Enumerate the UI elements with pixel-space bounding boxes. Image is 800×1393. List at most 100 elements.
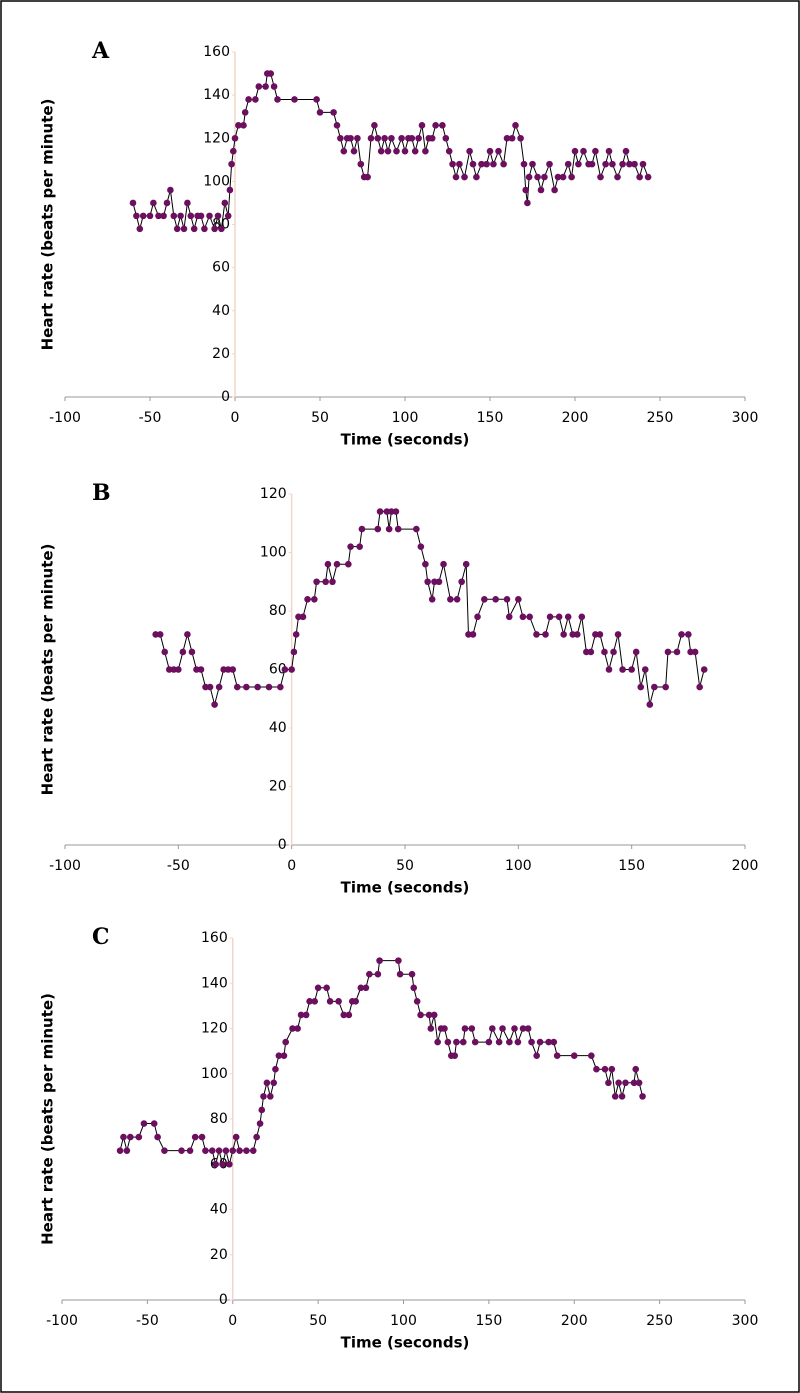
point [515,596,522,603]
point [253,1133,260,1141]
y-tick-label: 100 [201,1066,228,1082]
point [506,1038,513,1046]
point [546,160,553,168]
point [441,1025,448,1032]
point [632,1065,640,1073]
point [211,701,218,708]
point [601,1065,609,1073]
point [533,631,540,638]
point [601,648,608,656]
point [410,984,418,992]
point [644,173,652,181]
point [201,225,208,233]
point [215,1147,223,1154]
point [519,1025,527,1032]
x-tick-label: -100 [46,1313,78,1329]
x-tick-label: -50 [136,1313,159,1329]
point [415,134,422,142]
point [313,578,320,586]
point [129,199,137,207]
x-tick-label: -50 [167,858,190,874]
point [232,1133,240,1141]
point [550,1038,558,1046]
x-tick-label: -100 [49,858,81,874]
point [505,613,513,621]
point [428,134,436,142]
point [619,666,626,673]
point [564,613,572,621]
point [408,970,416,978]
y-tick-label: 140 [203,87,230,103]
point [575,160,582,168]
point [226,186,234,194]
point [639,160,647,168]
point [395,957,402,964]
x-tick-label: 250 [647,410,674,426]
point [235,122,242,129]
point [180,225,188,233]
point [150,199,157,207]
point [385,525,393,533]
point [256,1120,264,1127]
point [337,134,344,142]
point [700,666,708,673]
point [229,1147,237,1154]
point [376,957,383,964]
y-tick-label: 20 [269,779,287,795]
point [154,1133,161,1141]
point [215,683,223,691]
point [508,134,516,142]
x-tick-label: 0 [228,1313,237,1329]
point [175,666,182,673]
point [277,683,284,691]
panel-label: A [91,38,110,64]
point [456,160,463,168]
y-tick-label: 20 [212,346,230,362]
y-tick-label: 80 [210,1111,228,1127]
point [425,1011,433,1019]
x-tick-label: 200 [562,410,589,426]
point [614,173,621,181]
point [299,613,307,621]
point [442,134,450,142]
point [357,160,365,168]
x-tick-label: 50 [311,410,329,426]
x-tick-label: 100 [392,410,419,426]
point [622,147,630,155]
point [462,560,470,568]
point [512,122,519,129]
point [628,666,635,673]
point [190,225,198,233]
y-tick-label: 0 [221,389,230,405]
point [696,683,703,691]
point [120,1133,127,1141]
point [413,998,421,1005]
point [170,666,178,673]
point [381,134,388,142]
point [546,613,554,621]
point [630,1079,638,1087]
point [258,1106,266,1114]
point [473,173,480,181]
point [469,631,477,638]
point [534,173,541,181]
point [571,147,579,155]
point [212,1160,219,1168]
point [156,631,164,638]
point [422,147,429,155]
point [146,212,154,220]
point [388,508,395,515]
point [329,578,336,586]
y-tick-label: 160 [201,930,228,946]
y-tick-label: 40 [210,1202,228,1218]
point [160,212,167,220]
point [499,1025,506,1032]
point [465,631,472,638]
point [619,160,626,168]
point [526,613,533,621]
point [596,631,604,638]
y-tick-label: 60 [212,260,230,276]
point [186,1147,194,1154]
point [211,225,218,233]
point [233,683,241,691]
